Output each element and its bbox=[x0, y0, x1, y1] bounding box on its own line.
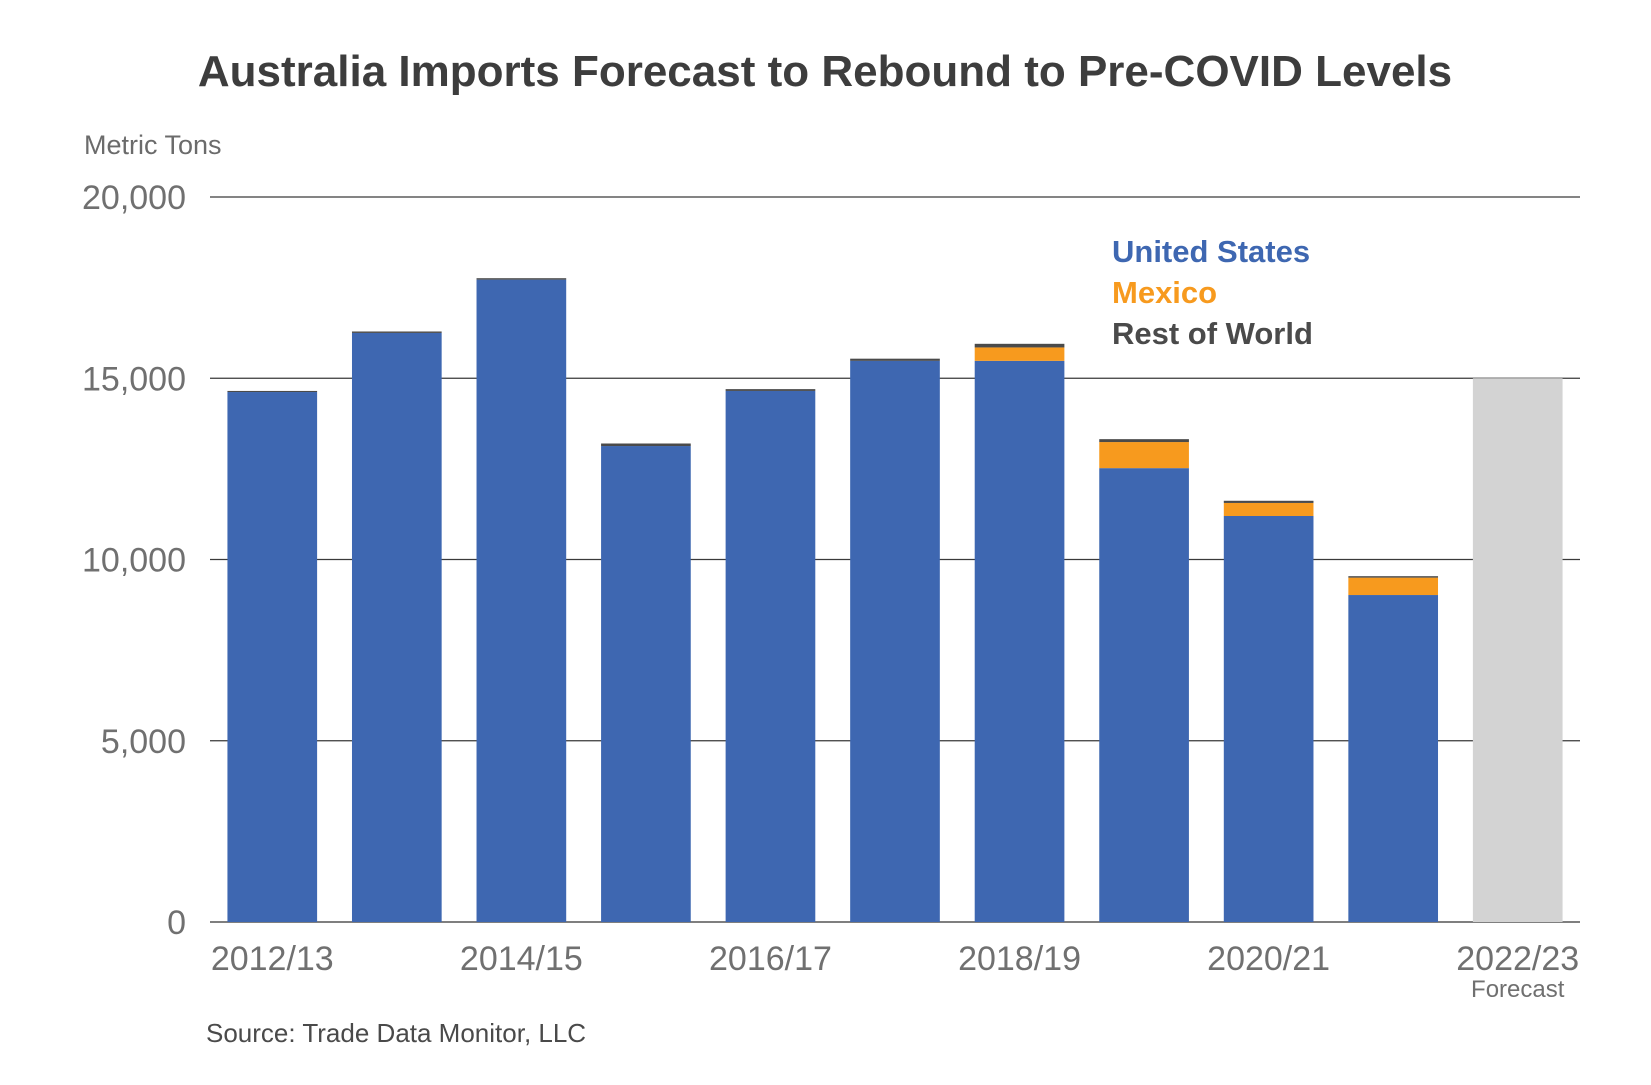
bar-mexico-2019-20 bbox=[1099, 442, 1189, 469]
bar-united-states-2016-17 bbox=[725, 390, 816, 922]
y-tick-label: 5,000 bbox=[101, 723, 186, 761]
y-tick-label: 0 bbox=[167, 904, 186, 942]
bar-united-states-2012-13 bbox=[227, 392, 318, 922]
x-tick-label: 2016/17 bbox=[709, 940, 832, 978]
legend-entry-united-states: United States bbox=[1112, 234, 1310, 269]
bar-rest-of-world-2016-17 bbox=[725, 389, 816, 391]
y-axis: 0 5,000 10,000 15,000 20,000 bbox=[82, 179, 186, 942]
bar-united-states-2021-22 bbox=[1348, 595, 1439, 922]
bar-united-states-2018-19 bbox=[974, 360, 1065, 923]
y-tick-label: 10,000 bbox=[82, 542, 186, 580]
forecast-note: Forecast bbox=[1471, 976, 1565, 1003]
bar-united-states-2014-15 bbox=[476, 279, 567, 922]
bar-united-states-2019-20 bbox=[1099, 468, 1189, 922]
source-note: Source: Trade Data Monitor, LLC bbox=[206, 1018, 586, 1048]
legend-entry-rest-of-world: Rest of World bbox=[1112, 316, 1313, 351]
x-tick-label: 2020/21 bbox=[1207, 940, 1330, 978]
x-tick-label: 2022/23 bbox=[1456, 940, 1579, 978]
bar-rest-of-world-2012-13 bbox=[227, 390, 318, 393]
y-tick-label: 15,000 bbox=[82, 360, 186, 398]
y-tick-label: 20,000 bbox=[82, 179, 186, 217]
bar-mexico-2021-22 bbox=[1348, 577, 1439, 596]
bar-rest-of-world-2020-21 bbox=[1223, 500, 1314, 503]
x-tick-label: 2014/15 bbox=[460, 940, 583, 978]
bar-rest-of-world-2013-14 bbox=[351, 331, 442, 333]
y-axis-label: Metric Tons bbox=[84, 130, 222, 160]
bar-forecast-2022-23 bbox=[1472, 378, 1563, 922]
x-axis: 2012/13 2014/15 2016/17 2018/19 2020/21 2022/… bbox=[211, 940, 1579, 1003]
bar-united-states-2015-16 bbox=[601, 446, 691, 922]
chart-title: Australia Imports Forecast to Rebound to… bbox=[198, 47, 1452, 96]
bar-united-states-2017-18 bbox=[850, 360, 940, 923]
x-tick-label: 2018/19 bbox=[958, 940, 1081, 978]
bar-rest-of-world-2018-19 bbox=[974, 343, 1065, 348]
bars bbox=[227, 278, 1563, 923]
bar-rest-of-world-2019-20 bbox=[1099, 439, 1189, 443]
legend-entry-mexico: Mexico bbox=[1112, 275, 1217, 310]
x-tick-label: 2012/13 bbox=[211, 940, 334, 978]
bar-mexico-2018-19 bbox=[974, 347, 1065, 361]
bar-united-states-2020-21 bbox=[1223, 516, 1314, 922]
bar-united-states-2013-14 bbox=[351, 332, 442, 922]
bar-rest-of-world-2015-16 bbox=[601, 443, 691, 447]
bar-mexico-2020-21 bbox=[1223, 502, 1314, 516]
bar-rest-of-world-2017-18 bbox=[850, 358, 940, 361]
bar-rest-of-world-2014-15 bbox=[476, 278, 567, 280]
legend: United States Mexico Rest of World bbox=[1112, 234, 1313, 351]
bar-rest-of-world-2021-22 bbox=[1348, 576, 1439, 578]
